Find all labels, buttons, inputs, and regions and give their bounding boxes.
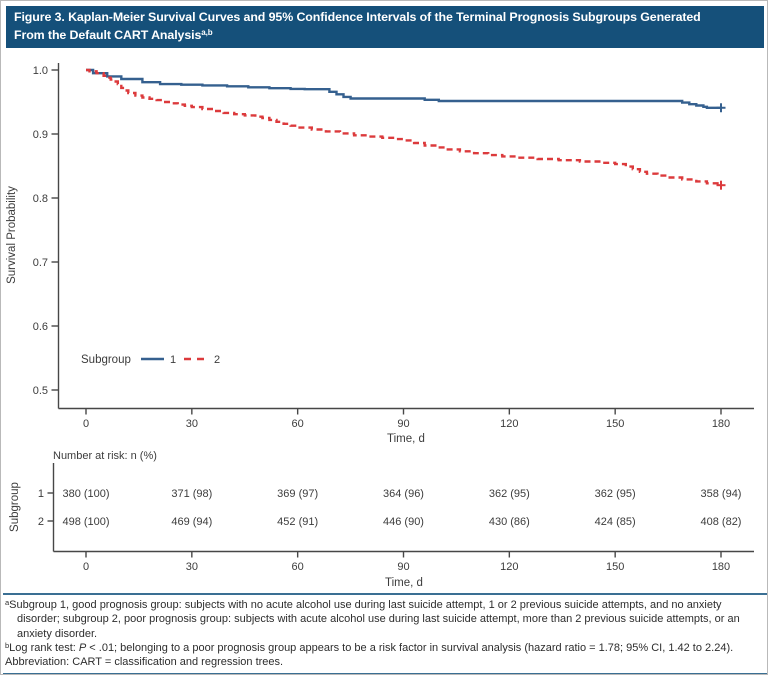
svg-text:369 (97): 369 (97) xyxy=(277,488,318,500)
svg-text:60: 60 xyxy=(292,561,304,573)
svg-text:180: 180 xyxy=(712,418,730,430)
svg-text:469 (94): 469 (94) xyxy=(171,516,212,528)
svg-text:Number at risk: n (%): Number at risk: n (%) xyxy=(53,450,157,462)
footnotes-section: aSubgroup 1, good prognosis group: subje… xyxy=(3,593,767,674)
svg-text:498 (100): 498 (100) xyxy=(62,516,109,528)
figure-title-bar: Figure 3. Kaplan-Meier Survival Curves a… xyxy=(6,6,764,49)
x-axis: 0 30 60 90 120 150 180 Time, d xyxy=(58,407,754,445)
svg-text:424 (85): 424 (85) xyxy=(595,516,636,528)
svg-text:2: 2 xyxy=(214,354,220,366)
svg-text:362 (95): 362 (95) xyxy=(489,488,530,500)
risk-header: Number at risk: n (%) xyxy=(53,450,157,462)
footnote-a-text: Subgroup 1, good prognosis group: subjec… xyxy=(9,599,740,640)
svg-text:0: 0 xyxy=(83,418,89,430)
footnote-b-rest: < .01; belonging to a poor prognosis gro… xyxy=(86,641,734,654)
km-line-2 xyxy=(86,68,723,186)
figure-title-line1: Figure 3. Kaplan-Meier Survival Curves a… xyxy=(14,10,701,24)
km-plot: 1.0 0.9 0.8 0.7 0.6 0.5 Survival Probability 0 3… xyxy=(6,63,754,445)
svg-text:120: 120 xyxy=(500,418,518,430)
footnote-b: bLog rank test: P < .01; belonging to a … xyxy=(5,641,765,655)
svg-text:Time, d: Time, d xyxy=(385,577,423,589)
svg-text:Subgroup: Subgroup xyxy=(9,482,21,532)
risk-x-axis: 0 30 60 90 120 150 180 Time, d xyxy=(53,550,754,589)
footnote-b-marker: b xyxy=(5,640,10,650)
svg-text:0.5: 0.5 xyxy=(33,385,48,397)
svg-text:446 (90): 446 (90) xyxy=(383,516,424,528)
footnote-abbreviation: Abbreviation: CART = classification and … xyxy=(5,656,284,669)
svg-text:358 (94): 358 (94) xyxy=(701,488,742,500)
number-at-risk-table: Number at risk: n (%) 1 2 Subgroup 380 (100)… xyxy=(9,450,754,589)
risk-values: 380 (100) 371 (98) 369 (97) 364 (96) 362 (95… xyxy=(62,488,741,528)
svg-text:Survival Probability: Survival Probability xyxy=(6,186,18,284)
svg-text:430 (86): 430 (86) xyxy=(489,516,530,528)
svg-text:0.7: 0.7 xyxy=(33,257,48,269)
y-axis: 1.0 0.9 0.8 0.7 0.6 0.5 Survival Probability xyxy=(6,63,60,409)
footnote-b-prefix: Log rank test: xyxy=(9,641,79,654)
svg-text:30: 30 xyxy=(186,418,198,430)
footnote-a: aSubgroup 1, good prognosis group: subje… xyxy=(5,598,765,641)
svg-text:362 (95): 362 (95) xyxy=(595,488,636,500)
svg-text:1: 1 xyxy=(38,488,44,500)
footnote-a-marker: a xyxy=(5,598,10,607)
svg-text:150: 150 xyxy=(606,418,624,430)
svg-text:30: 30 xyxy=(186,561,198,573)
footnote-b-pvalue: P xyxy=(78,641,87,654)
km-curve-subgroup-2 xyxy=(86,68,726,190)
svg-text:90: 90 xyxy=(397,561,409,573)
km-line-1 xyxy=(86,68,721,109)
svg-text:120: 120 xyxy=(500,561,518,573)
svg-text:Subgroup: Subgroup xyxy=(81,354,131,366)
svg-text:0: 0 xyxy=(83,561,89,573)
svg-text:1: 1 xyxy=(170,354,176,366)
svg-text:408 (82): 408 (82) xyxy=(701,516,742,528)
km-curve-subgroup-1 xyxy=(86,68,726,113)
figure-title-superscript: a,b xyxy=(201,27,213,37)
svg-text:0.6: 0.6 xyxy=(33,321,48,333)
figure-title-line2: From the Default CART Analysis xyxy=(14,27,202,42)
svg-text:0.8: 0.8 xyxy=(33,193,48,205)
svg-text:90: 90 xyxy=(397,418,409,430)
risk-y-axis: 1 2 Subgroup xyxy=(9,463,55,552)
svg-text:380 (100): 380 (100) xyxy=(62,488,109,500)
svg-text:371 (98): 371 (98) xyxy=(171,488,212,500)
svg-text:452 (91): 452 (91) xyxy=(277,516,318,528)
svg-text:60: 60 xyxy=(292,418,304,430)
svg-text:Time, d: Time, d xyxy=(387,433,425,445)
svg-text:364 (96): 364 (96) xyxy=(383,488,424,500)
svg-text:1.0: 1.0 xyxy=(33,65,48,77)
svg-text:150: 150 xyxy=(606,561,624,573)
svg-text:2: 2 xyxy=(38,516,44,528)
svg-text:180: 180 xyxy=(712,561,730,573)
legend: Subgroup 1 2 xyxy=(81,354,220,366)
svg-text:0.9: 0.9 xyxy=(33,129,48,141)
